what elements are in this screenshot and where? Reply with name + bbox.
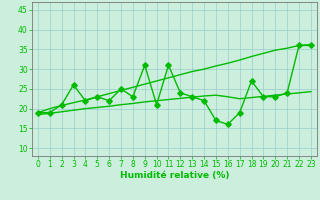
X-axis label: Humidité relative (%): Humidité relative (%): [120, 171, 229, 180]
